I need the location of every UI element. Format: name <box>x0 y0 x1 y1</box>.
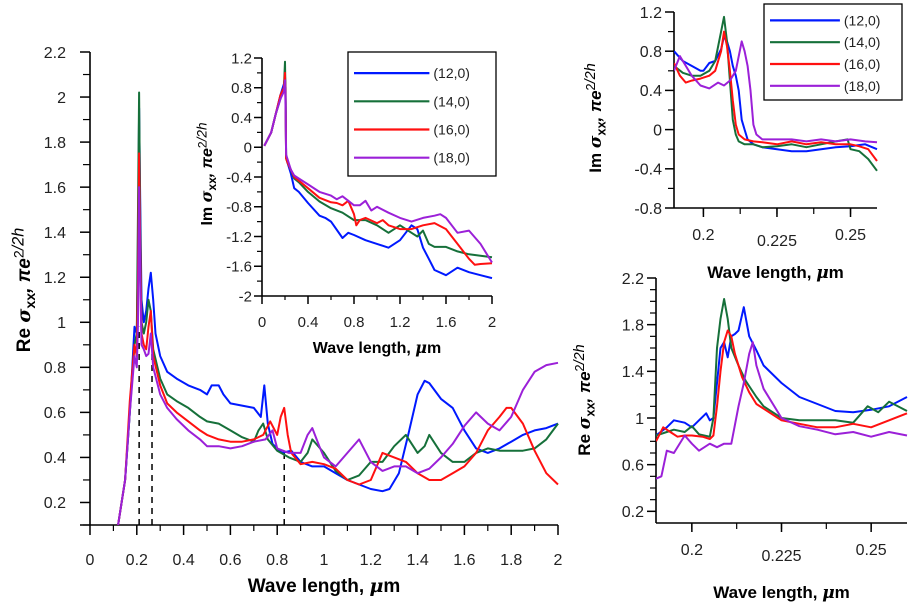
y-tick-label: 2.2 <box>44 45 66 62</box>
y-tick-label: 1.6 <box>44 180 66 197</box>
y-tick-label: 0.2 <box>44 495 66 512</box>
x-axis-label: Wave length, μm <box>713 583 850 603</box>
legend-label: (12,0) <box>433 65 470 81</box>
series-line-120 <box>117 107 559 525</box>
y-tick-label: 0.8 <box>44 360 66 377</box>
y-tick-label: 1.4 <box>44 225 66 242</box>
chart-inset: 0 0.4 0.8 1.2 1.6 2 -2 -1.6 -1.2 -0.8 -0.4 0 0.4 0.8 1… <box>194 50 497 357</box>
x-tick-label: 0.2 <box>126 552 148 569</box>
x-tick-label: 0.6 <box>219 552 241 569</box>
y-axis-label: Re σxx, πe2/2h <box>9 228 38 353</box>
x-tick-label: 0.4 <box>298 314 319 331</box>
series-group <box>117 91 559 525</box>
y-tick-label: 1.8 <box>622 317 644 334</box>
y-tick-label: 1.2 <box>640 5 662 22</box>
y-tick-label: 0.2 <box>622 504 644 521</box>
y-tick-label: 0.4 <box>231 110 252 127</box>
x-tick-label: 0.4 <box>172 552 194 569</box>
y-tick-label: 1.2 <box>231 50 252 67</box>
y-tick-label: -0.4 <box>634 162 662 179</box>
series-line-180 <box>117 186 559 525</box>
series-line-160 <box>117 152 559 525</box>
x-axis-label: Wave length, μm <box>313 338 441 357</box>
y-axis-label: Im σxx, πe2/2h <box>583 63 608 172</box>
y-axis-label: Re σxx, πe2/2h <box>572 344 597 455</box>
y-tick-label: 1.4 <box>622 364 644 381</box>
y-tick-label: 0.6 <box>44 405 66 422</box>
legend: (12,0) (14,0) (16,0) (18,0) <box>347 51 497 177</box>
y-axis-label: Im σxx, πe2/2h <box>194 122 219 225</box>
series-line-180 <box>263 79 493 264</box>
y-tick-label: 2.2 <box>622 271 644 288</box>
legend-label: (12,0) <box>844 12 881 28</box>
legend-label: (18,0) <box>433 150 470 166</box>
y-tick-label: -0.8 <box>634 201 662 218</box>
chart-main: 0 0.2 0.4 0.6 0.8 1 1.2 1.4 1.6 1.8 2 0.2 0.4 0.6 0.8 1… <box>9 45 562 597</box>
y-tick-label: 0.6 <box>622 457 644 474</box>
legend-label: (16,0) <box>433 122 470 138</box>
series-group <box>263 60 493 280</box>
y-tick-label: 0.8 <box>640 44 662 61</box>
x-tick-label: 1.6 <box>453 552 475 569</box>
x-tick-label: 0.25 <box>856 542 887 559</box>
y-tick-label: -0.8 <box>226 199 252 216</box>
y-tick-label: 1 <box>57 315 66 332</box>
x-tick-label: 0.25 <box>835 227 866 244</box>
y-tick-label: -0.4 <box>226 169 252 186</box>
y-tick-label: 0 <box>244 140 252 157</box>
series-line-180 <box>656 341 908 480</box>
series-line-160 <box>674 30 878 162</box>
x-tick-label: 0.225 <box>757 233 797 250</box>
legend: (12,0) (14,0) (16,0) (18,0) <box>763 3 903 101</box>
legend-label: (14,0) <box>844 34 881 50</box>
x-tick-label: 1.2 <box>390 314 411 331</box>
series-line-180 <box>674 40 878 144</box>
x-axis-label: Wave length, μm <box>707 263 844 283</box>
x-tick-label: 0.225 <box>761 548 801 565</box>
x-tick-label: 1 <box>320 552 329 569</box>
y-tick-label: -1.2 <box>226 229 252 246</box>
x-tick-label: 0 <box>86 552 95 569</box>
series-group <box>674 15 878 172</box>
y-tick-label: 0 <box>653 122 662 139</box>
x-tick-label: 0.8 <box>266 552 288 569</box>
x-tick-label: 0 <box>258 314 266 331</box>
series-line-120 <box>674 35 878 153</box>
x-tick-label: 1.4 <box>406 552 428 569</box>
x-tick-label: 2 <box>554 552 563 569</box>
y-tick-label: 2 <box>57 90 66 107</box>
chart-top-right: 0.2 0.225 0.25 -0.8 -0.4 0 0.4 0.8 1.2 Wave lengt… <box>583 3 903 283</box>
x-tick-label: 0.2 <box>681 542 703 559</box>
y-tick-label: 1.8 <box>44 135 66 152</box>
x-tick-label: 2 <box>488 314 496 331</box>
x-axis-label: Wave length, μm <box>248 575 401 597</box>
x-tick-label: 0.2 <box>692 227 714 244</box>
x-tick-label: 1.6 <box>436 314 457 331</box>
y-tick-label: 0.8 <box>231 80 252 97</box>
series-line-140 <box>117 91 559 525</box>
x-tick-label: 1.8 <box>500 552 522 569</box>
y-tick-label: 0.4 <box>640 83 662 100</box>
legend-label: (14,0) <box>433 93 470 109</box>
legend-label: (18,0) <box>844 78 881 94</box>
y-tick-label: 1 <box>635 411 644 428</box>
series-group <box>656 298 908 480</box>
series-line-140 <box>656 298 908 438</box>
series-line-140 <box>263 60 493 259</box>
series-line-160 <box>656 329 908 442</box>
x-tick-label: 0.8 <box>344 314 365 331</box>
y-tick-label: -1.6 <box>226 259 252 276</box>
legend-label: (16,0) <box>844 56 881 72</box>
series-line-120 <box>656 306 908 437</box>
y-tick-label: 1.2 <box>44 270 66 287</box>
y-tick-label: -2 <box>239 288 252 305</box>
chart-bottom-right: 0.2 0.225 0.25 0.2 0.6 1 1.4 1.8 2.2 Wave length,… <box>572 271 908 603</box>
x-tick-label: 1.2 <box>360 552 382 569</box>
y-tick-label: 0.4 <box>44 450 66 467</box>
